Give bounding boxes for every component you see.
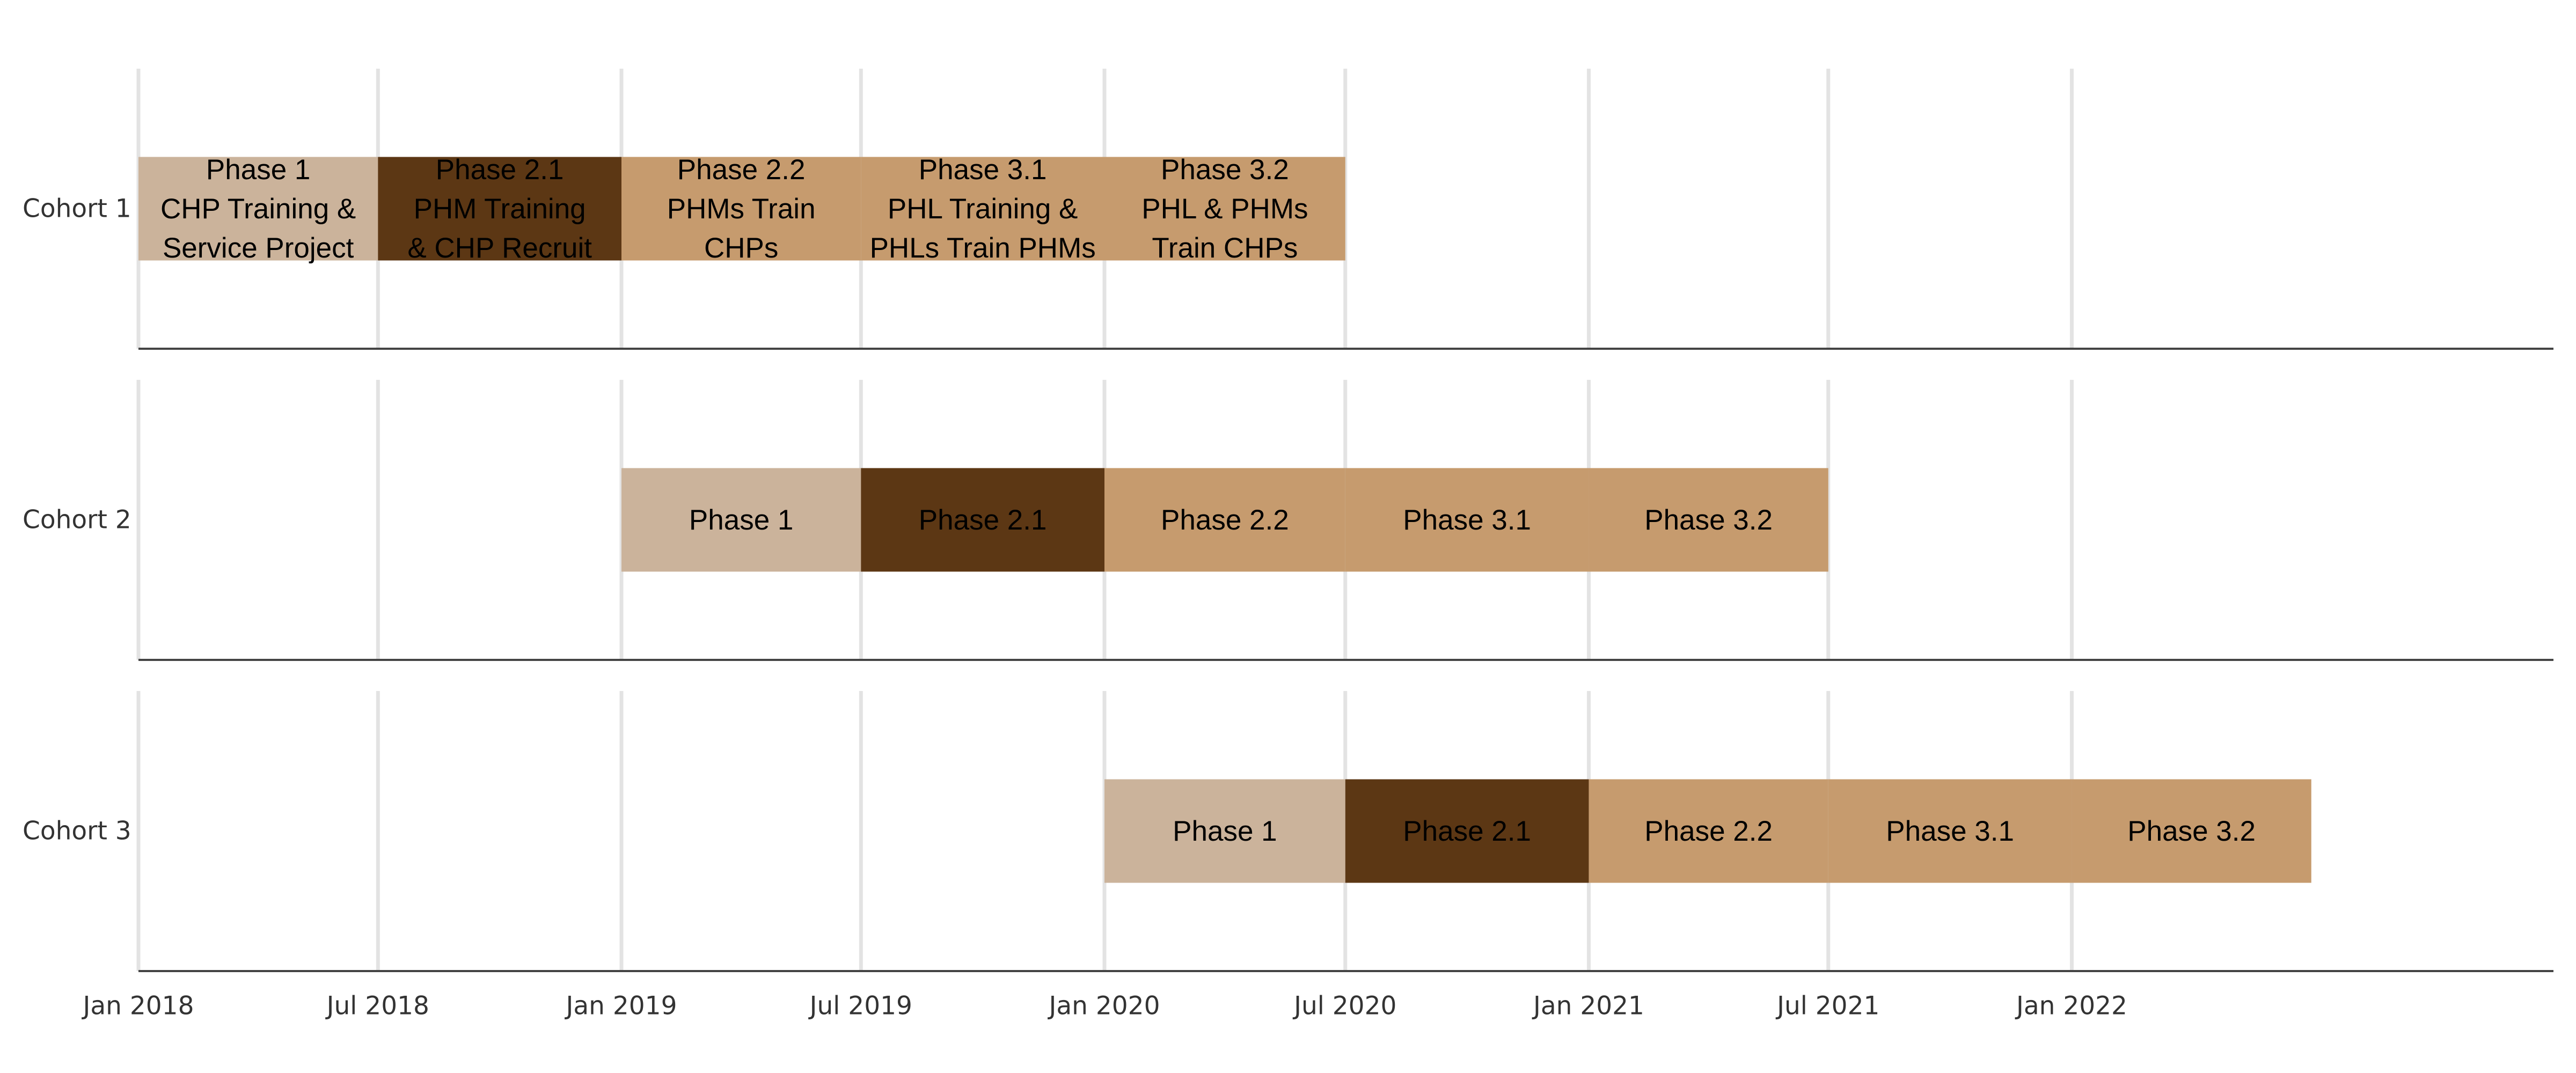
phase-labels: Phase 1 CHP Training & Service Project Phas… [160, 154, 2256, 847]
phase-bar [1104, 779, 1345, 883]
phase-label: Phase 3.2 [2127, 815, 2256, 847]
phase-label: Phase 2.1 PHM Training & CHP Recruit [407, 154, 592, 264]
axes: Cohort 1 Cohort 2 Cohort 3 Jan 2018 Jul 2018… [23, 194, 2553, 1021]
cohort-label: Cohort 3 [23, 817, 131, 846]
cohort-label: Cohort 2 [23, 505, 131, 535]
x-tick-label: Jul 2021 [1775, 991, 1879, 1021]
phase-bar [1345, 779, 1589, 883]
phase-label: Phase 1 [689, 504, 793, 536]
phase-bar [861, 157, 1104, 261]
x-tick-label: Jul 2019 [808, 991, 912, 1021]
phase-label: Phase 3.1 [1886, 815, 2014, 847]
phase-bar [621, 468, 861, 572]
phase-label: Phase 2.2 [1161, 504, 1289, 536]
x-tick-label: Jan 2018 [81, 991, 194, 1021]
x-tick-label: Jul 2020 [1292, 991, 1396, 1021]
phase-label: Phase 3.2 [1644, 504, 1773, 536]
x-tick-label: Jan 2022 [2015, 991, 2127, 1021]
x-tick-label: Jan 2020 [1047, 991, 1160, 1021]
phase-bar [1589, 468, 1828, 572]
cohort-label: Cohort 1 [23, 194, 131, 224]
phase-label: Phase 3.1 [1403, 504, 1531, 536]
phase-label: Phase 2.2 [1644, 815, 1773, 847]
x-tick-label: Jul 2018 [325, 991, 429, 1021]
phase-label: Phase 3.1 PHL Training & PHLs Train PHMs [870, 154, 1096, 264]
phase-bar [1345, 468, 1589, 572]
x-tick-label: Jan 2019 [564, 991, 677, 1021]
phase-label: Phase 1 CHP Training & Service Project [160, 154, 356, 264]
x-tick-label: Jan 2021 [1532, 991, 1644, 1021]
phase-bar [138, 157, 378, 261]
phase-bar [378, 157, 621, 261]
phase-bars [138, 157, 2311, 883]
phase-label: Phase 3.2 PHL & PHMs Train CHPs [1141, 154, 1308, 264]
phase-bar [1828, 779, 2072, 883]
phase-bar [1104, 468, 1345, 572]
phase-label: Phase 2.2 PHMs Train CHPs [667, 154, 816, 264]
phase-bar [2072, 779, 2311, 883]
phase-label: Phase 1 [1173, 815, 1277, 847]
phase-bar [861, 468, 1104, 572]
phase-bar [1104, 157, 1345, 261]
phase-label: Phase 2.1 [1403, 815, 1531, 847]
phase-label: Phase 2.1 [919, 504, 1047, 536]
phase-bar [621, 157, 861, 261]
phase-bar [1589, 779, 1828, 883]
